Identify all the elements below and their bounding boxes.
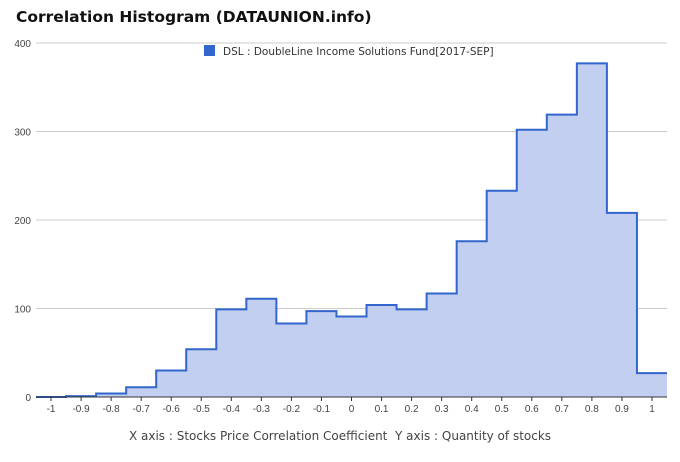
x-tick-label: 0.8 [585,404,599,415]
histogram-bin [637,373,667,397]
x-tick-label: -0.5 [193,404,211,415]
x-tick-label: 0.2 [405,404,419,415]
histogram-bin [126,387,156,397]
x-tick-label: -0.4 [223,404,241,415]
x-tick-label: 0.4 [465,404,479,415]
axes: 0 100 200 300 400 -1 -0.9 -0.8 -0.7 -0.6 -0.5 -0.4 -… [14,39,667,415]
x-tick-label: -0.6 [163,404,181,415]
x-tick-label: 0 [349,404,355,415]
y-tick-label: 300 [14,128,31,139]
x-tick-label: 0.3 [435,404,449,415]
histogram-bin [427,293,457,397]
chart-title: Correlation Histogram (DATAUNION.info) [16,8,372,26]
histogram-bin [336,316,366,397]
x-tick-label: 0.7 [555,404,569,415]
histogram-bin [547,115,577,397]
histogram-bin [186,349,216,397]
y-tick-label: 200 [14,216,31,227]
histogram-bin [517,130,547,397]
x-tick-label: 0.1 [375,404,389,415]
x-tick-label: -1 [47,404,56,415]
x-tick-label: 0.9 [615,404,629,415]
y-tick-label: 0 [25,393,31,404]
y-tick-label: 400 [14,39,31,50]
histogram-bin [607,213,637,397]
histogram-bin [276,324,306,397]
legend: DSL : DoubleLine Income Solutions Fund[2… [204,45,494,58]
histogram-bin [306,311,336,397]
y-tick-label: 100 [14,305,31,316]
histogram-bin [96,393,126,397]
histogram-fill [36,63,667,397]
x-tick-label: -0.9 [72,404,90,415]
x-tick-label: -0.1 [313,404,331,415]
legend-swatch [204,45,215,56]
x-tick-label: 1 [649,404,655,415]
x-tick-label: -0.3 [253,404,271,415]
histogram-bin [246,299,276,397]
histogram-bin [367,305,397,397]
x-tick-label: -0.7 [133,404,151,415]
axis-caption: X axis : Stocks Price Correlation Coeffi… [0,429,680,443]
histogram-line [36,62,667,398]
histogram-bin [156,370,186,397]
histogram-area [36,62,667,398]
histogram-bin [397,309,427,397]
x-tick-label: -0.2 [283,404,301,415]
histogram-bin [487,191,517,397]
x-tick-label: 0.5 [495,404,509,415]
x-tick-label: 0.6 [525,404,539,415]
histogram-bin [577,63,607,397]
histogram-bin [457,241,487,397]
legend-label: DSL : DoubleLine Income Solutions Fund[2… [223,46,494,58]
histogram-bin [216,309,246,397]
x-axis-caption: X axis : Stocks Price Correlation Coeffi… [128,429,388,443]
y-axis-caption: Y axis : Quantity of stocks [395,429,552,443]
x-tick-label: -0.8 [103,404,121,415]
